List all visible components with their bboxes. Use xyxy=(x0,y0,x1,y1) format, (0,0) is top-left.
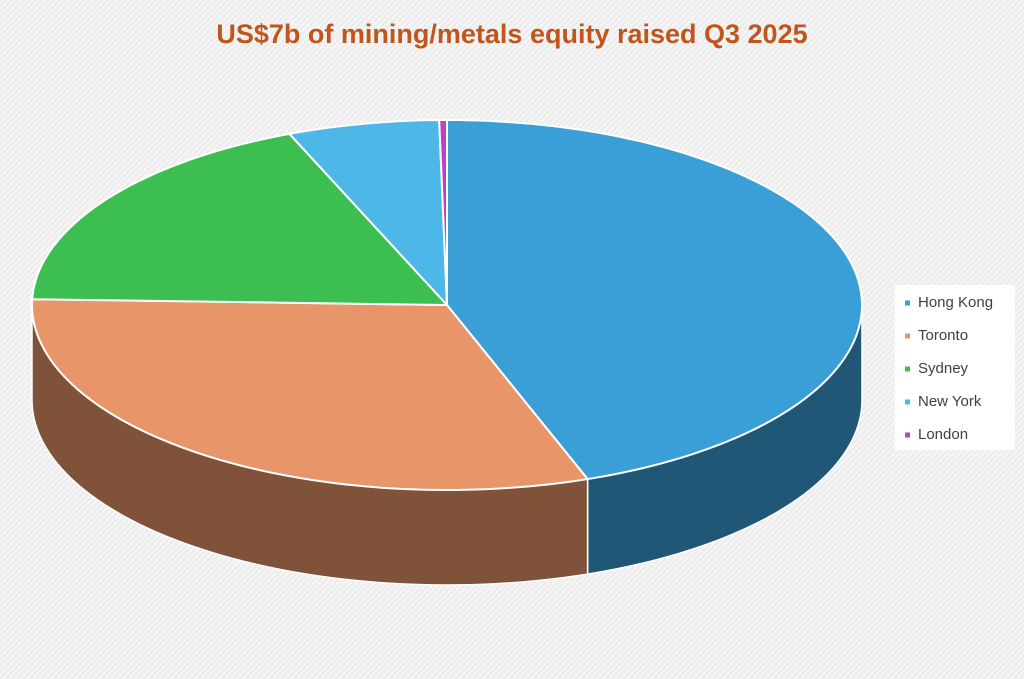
slice xyxy=(438,118,448,306)
slice xyxy=(287,119,449,308)
legend-box xyxy=(895,285,1015,450)
slice xyxy=(31,132,450,307)
legend-marker xyxy=(905,399,910,405)
chart-title: US$7b of mining/metals equity raised Q3 … xyxy=(216,19,807,49)
legend-label: London xyxy=(918,426,968,443)
legend-label: Sydney xyxy=(918,360,969,377)
slice xyxy=(31,298,590,491)
legend-marker xyxy=(905,300,910,306)
legend-label: Toronto xyxy=(918,327,968,344)
pie xyxy=(31,118,863,586)
legend-marker xyxy=(905,333,910,339)
legend-marker xyxy=(905,366,910,372)
legend-marker xyxy=(905,432,910,438)
legend: Hong Kong Toronto Sydney New York London xyxy=(905,294,993,443)
legend-label: New York xyxy=(918,393,982,410)
slice xyxy=(446,118,863,481)
legend-label: Hong Kong xyxy=(918,294,993,311)
